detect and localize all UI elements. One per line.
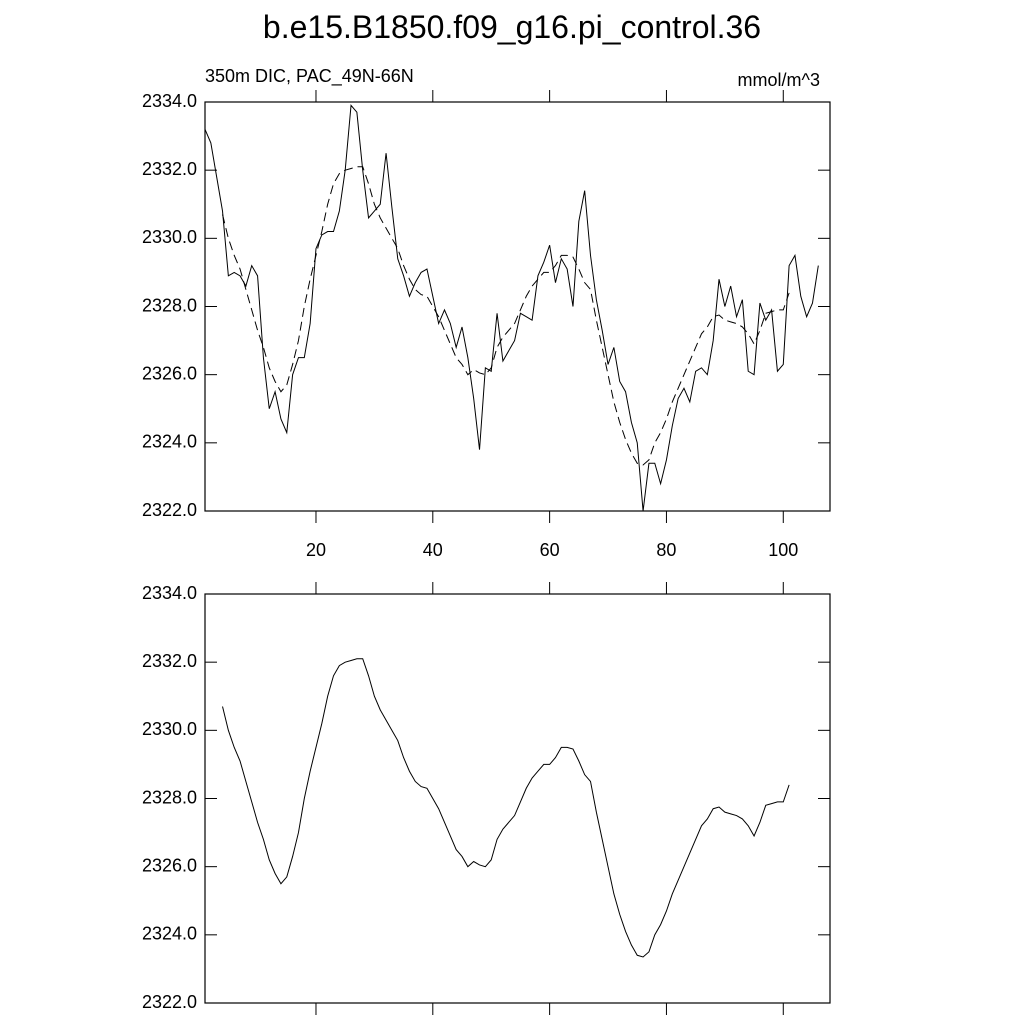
x-tick-label: 40 <box>423 540 443 560</box>
y-tick-label: 2324.0 <box>142 924 197 944</box>
y-tick-label: 2324.0 <box>142 432 197 452</box>
y-tick-label: 2326.0 <box>142 363 197 383</box>
units: mmol/m^3 <box>738 70 820 90</box>
data-line <box>204 104 819 512</box>
plot-frame <box>204 593 831 1004</box>
plot-frame <box>204 101 831 512</box>
y-tick-label: 2330.0 <box>142 227 197 247</box>
y-tick-label: 2328.0 <box>142 295 197 315</box>
data-line <box>222 166 790 466</box>
y-tick-label: 2334.0 <box>142 91 197 111</box>
y-tick-label: 2326.0 <box>142 855 197 875</box>
y-tick-label: 2328.0 <box>142 787 197 807</box>
x-tick-label: 80 <box>656 540 676 560</box>
y-tick-label: 2332.0 <box>142 159 197 179</box>
y-tick-label: 2322.0 <box>142 992 197 1012</box>
x-tick-label: 60 <box>540 540 560 560</box>
x-tick-label: 20 <box>306 540 326 560</box>
chart-title: b.e15.B1850.f09_g16.pi_control.36 <box>263 9 761 45</box>
x-tick-label: 100 <box>768 540 798 560</box>
y-tick-label: 2322.0 <box>142 500 197 520</box>
y-tick-label: 2332.0 <box>142 651 197 671</box>
y-tick-label: 2334.0 <box>142 583 197 603</box>
y-tick-label: 2330.0 <box>142 719 197 739</box>
data-line <box>222 658 790 958</box>
subtitle: 350m DIC, PAC_49N-66N <box>205 66 414 87</box>
